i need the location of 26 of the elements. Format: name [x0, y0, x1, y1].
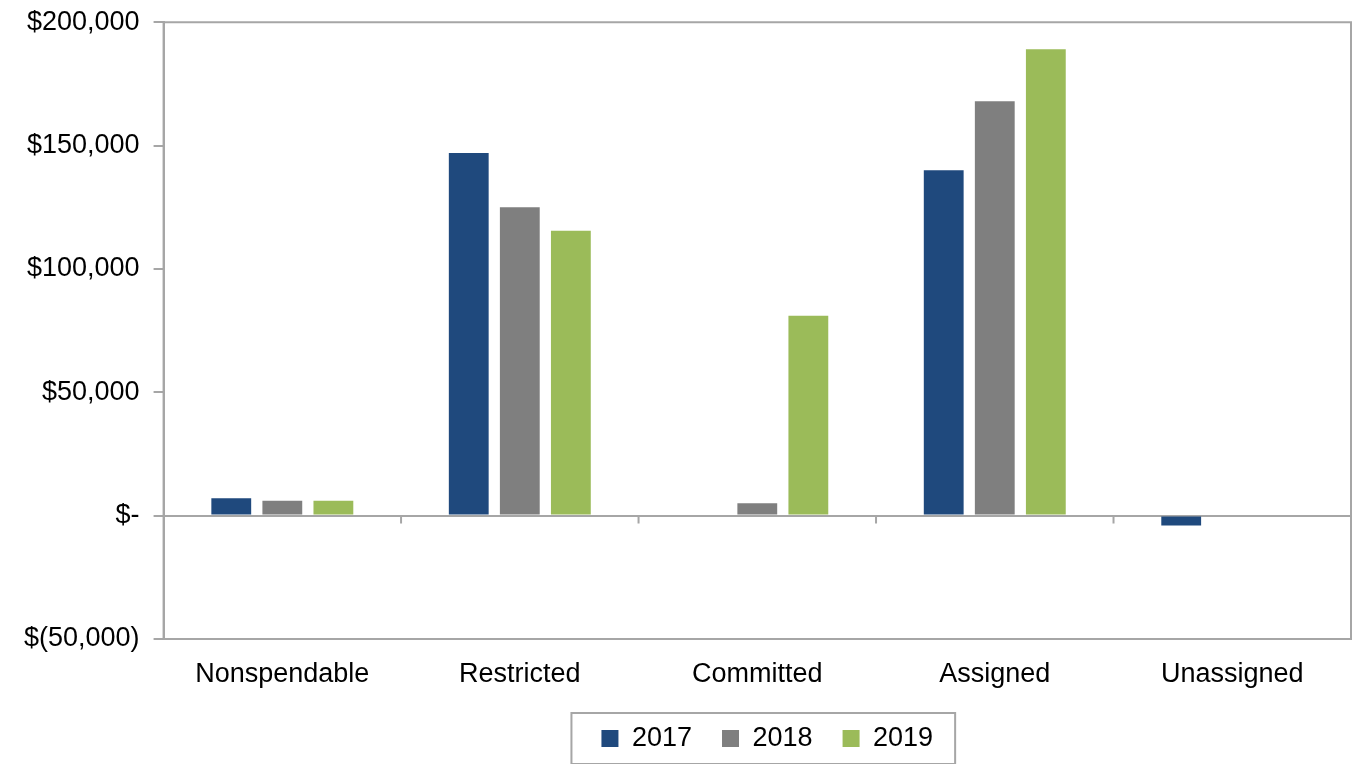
y-tick-label: $(50,000) [23, 622, 140, 653]
y-tick-label: $- [115, 499, 140, 530]
bar [1161, 516, 1202, 526]
bar [788, 315, 829, 515]
bar [1025, 49, 1066, 515]
bar [448, 152, 489, 515]
x-tick-label: Committed [692, 658, 823, 689]
x-tick-label: Unassigned [1160, 658, 1304, 689]
bar [313, 500, 354, 515]
bar [550, 230, 591, 515]
y-tick-label: $200,000 [26, 5, 140, 36]
legend-label: 2018 [752, 721, 813, 752]
bar [211, 498, 252, 515]
x-tick-label: Assigned [939, 658, 1051, 689]
legend-label: 2019 [873, 721, 934, 752]
bar [737, 503, 778, 515]
bar [262, 500, 303, 515]
y-tick-label: $50,000 [41, 375, 140, 406]
y-tick-label: $100,000 [26, 252, 140, 283]
x-tick-label: Restricted [459, 658, 581, 689]
bar [974, 101, 1015, 515]
legend-label: 2017 [631, 721, 693, 752]
bar [923, 170, 964, 515]
y-tick-label: $150,000 [26, 128, 140, 159]
x-tick-label: Nonspendable [195, 658, 370, 689]
bar [499, 207, 540, 515]
